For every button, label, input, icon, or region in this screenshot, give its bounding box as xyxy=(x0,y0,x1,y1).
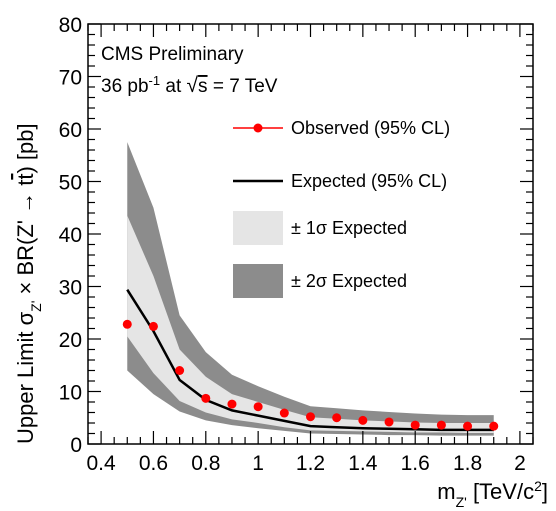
x-tick-label: 1.6 xyxy=(401,452,430,475)
legend-label-1sigma: ± 1σ Expected xyxy=(291,218,407,238)
x-tick-label: 0.8 xyxy=(191,452,220,475)
legend-swatch-1sigma xyxy=(233,211,283,245)
legend-label-expected: Expected (95% CL) xyxy=(291,171,447,191)
info-line-2: 36 pb-1 at √s = 7 TeV xyxy=(101,73,278,98)
x-axis-title: mZ' [TeV/c2] xyxy=(437,478,548,510)
observed-point xyxy=(489,421,499,431)
legend-label-observed: Observed (95% CL) xyxy=(291,118,450,138)
observed-point xyxy=(384,417,394,427)
y-tick-label: 40 xyxy=(59,224,82,247)
observed-point xyxy=(148,321,158,331)
legend-marker-observed xyxy=(253,123,263,133)
observed-point xyxy=(306,412,315,422)
observed-point xyxy=(175,366,185,375)
x-tick-label: 1.2 xyxy=(296,452,325,475)
x-tick-label: 2 xyxy=(514,452,526,475)
legend-item-observed: Observed (95% CL) xyxy=(233,118,450,138)
x-tick-label: 1 xyxy=(252,452,264,475)
y-tick-label: 80 xyxy=(59,14,82,37)
legend-swatch-2sigma xyxy=(233,264,283,298)
y-tick-label: 50 xyxy=(59,172,82,195)
observed-point xyxy=(227,399,237,409)
expected-limit-line xyxy=(126,288,494,432)
x-tick-label: 1.8 xyxy=(453,452,482,475)
observed-point xyxy=(436,420,446,430)
observed-point xyxy=(463,421,473,431)
observed-point xyxy=(122,319,132,329)
y-tick-label: 70 xyxy=(59,67,82,90)
y-tick-label: 20 xyxy=(59,329,82,352)
observed-point xyxy=(358,415,368,425)
y-tick-labels: 0 10 20 30 40 50 60 70 80 xyxy=(59,14,82,457)
x-tick-label: 1.4 xyxy=(348,452,378,475)
x-tick-label: 0.4 xyxy=(86,452,116,475)
legend: Observed (95% CL) Expected (95% CL) ± 1σ… xyxy=(233,118,450,298)
observed-point xyxy=(201,393,211,403)
observed-points xyxy=(122,319,499,431)
y-tick-label: 0 xyxy=(70,434,82,457)
legend-item-expected: Expected (95% CL) xyxy=(233,171,447,191)
observed-point xyxy=(410,420,420,430)
observed-point xyxy=(332,413,342,423)
x-tick-labels: 0.4 0.6 0.8 1 1.2 1.4 1.6 1.8 2 xyxy=(86,452,525,475)
axis-ticks xyxy=(87,23,534,445)
legend-item-2sigma: ± 2σ Expected xyxy=(233,264,407,298)
x-tick-label: 0.6 xyxy=(139,452,168,475)
y-axis-title: Upper Limit σZ' × BR(Z' → tt) [pb] xyxy=(13,123,44,444)
info-line-1: CMS Preliminary xyxy=(101,44,244,65)
y-tick-label: 10 xyxy=(59,382,82,405)
observed-point xyxy=(279,408,289,418)
legend-item-1sigma: ± 1σ Expected xyxy=(233,211,407,245)
observed-point xyxy=(253,402,263,412)
legend-label-2sigma: ± 2σ Expected xyxy=(291,271,407,291)
y-tick-label: 60 xyxy=(59,119,82,142)
y-tick-label: 30 xyxy=(59,277,82,300)
